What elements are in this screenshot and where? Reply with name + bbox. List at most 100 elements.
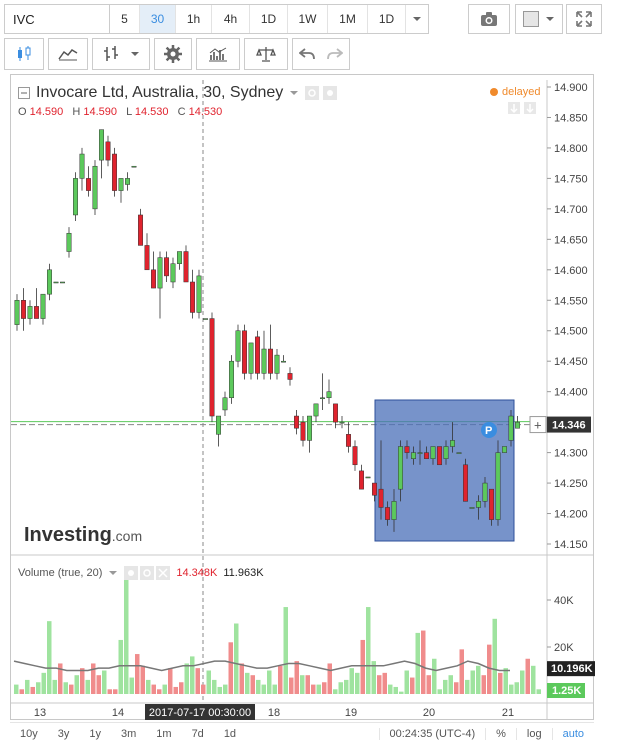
candle-down bbox=[287, 373, 293, 380]
chevron-down-icon[interactable] bbox=[289, 90, 299, 96]
candle-down bbox=[378, 488, 384, 508]
candle-up bbox=[495, 452, 501, 520]
interval-4[interactable]: 1D bbox=[250, 5, 288, 33]
interval-3[interactable]: 4h bbox=[212, 5, 250, 33]
chevron-down-icon[interactable] bbox=[108, 570, 118, 576]
current-price-label: 14.346 bbox=[552, 420, 586, 432]
candles-style-button[interactable] bbox=[4, 38, 44, 70]
bar-style-dropdown[interactable] bbox=[92, 38, 150, 70]
candle-up bbox=[92, 165, 98, 210]
volume-bar-down bbox=[91, 663, 96, 694]
candle-up bbox=[417, 452, 423, 454]
compare-button[interactable] bbox=[244, 38, 288, 70]
chart-toolbar bbox=[4, 38, 350, 70]
candle-up bbox=[508, 415, 514, 441]
volume-bar-up bbox=[509, 684, 514, 694]
indicators-button[interactable] bbox=[196, 38, 240, 70]
candle-up bbox=[125, 178, 130, 185]
volume-bar-down bbox=[377, 675, 382, 694]
redo-icon[interactable] bbox=[327, 48, 343, 60]
candle-up bbox=[27, 306, 33, 319]
range-7d[interactable]: 7d bbox=[191, 727, 204, 740]
volume-current-label: 1.25K bbox=[552, 685, 581, 697]
volume-bar-down bbox=[173, 686, 178, 694]
volume-bar-down bbox=[195, 668, 200, 694]
interval-2[interactable]: 1h bbox=[176, 5, 212, 33]
time-tick-label: 14 bbox=[112, 707, 124, 719]
volume-bar-up bbox=[162, 684, 167, 694]
interval-0[interactable]: 5 bbox=[110, 5, 140, 33]
candle-up bbox=[411, 452, 416, 459]
volume-bar-down bbox=[311, 684, 316, 694]
collapse-icon[interactable] bbox=[18, 87, 30, 99]
candle-up bbox=[79, 153, 85, 179]
volume-ma-value: 11.963K bbox=[223, 567, 264, 579]
interval-7[interactable]: 1D bbox=[368, 5, 406, 33]
candle-up bbox=[443, 446, 449, 459]
candle-up bbox=[66, 232, 72, 252]
volume-bar-up bbox=[514, 682, 519, 694]
price-tick-label: 14.550 bbox=[554, 295, 588, 307]
candle-up bbox=[476, 501, 481, 508]
area-chart-icon bbox=[58, 49, 78, 61]
screenshot-button[interactable] bbox=[468, 4, 510, 34]
candle-up bbox=[216, 415, 221, 435]
legend-controls-icon[interactable] bbox=[305, 86, 339, 100]
volume-bar-down bbox=[487, 644, 492, 694]
time-tick-label: 21 bbox=[502, 707, 514, 719]
interval-selector: 5 30 1h 4h 1D 1W 1M 1D bbox=[110, 4, 429, 34]
candle-up bbox=[482, 482, 488, 502]
volume-bar-up bbox=[415, 632, 420, 694]
logo-brand: Investing bbox=[24, 524, 112, 546]
price-tick-label: 14.750 bbox=[554, 173, 588, 185]
percent-toggle[interactable]: % bbox=[485, 727, 516, 740]
candle-up bbox=[502, 446, 507, 453]
candle-down bbox=[385, 507, 390, 520]
range-1d[interactable]: 1d bbox=[223, 727, 237, 740]
candle-up bbox=[326, 391, 332, 399]
fullscreen-icon bbox=[576, 11, 592, 27]
scroll-arrows-icon[interactable] bbox=[508, 102, 538, 114]
symbol-input[interactable]: IVC bbox=[4, 4, 110, 34]
undo-icon[interactable] bbox=[299, 48, 315, 60]
range-1y[interactable]: 1y bbox=[89, 727, 101, 740]
candle-up bbox=[261, 348, 267, 374]
range-1m[interactable]: 1m bbox=[156, 727, 172, 740]
candle-down bbox=[242, 330, 247, 374]
fullscreen-button[interactable] bbox=[566, 4, 602, 34]
range-10y[interactable]: 10y bbox=[20, 727, 38, 740]
range-3y[interactable]: 3y bbox=[57, 727, 70, 740]
volume-bar-up bbox=[437, 689, 442, 694]
volume-bar-up bbox=[300, 675, 305, 694]
price-tick-label: 14.650 bbox=[554, 234, 588, 246]
volume-bar-down bbox=[294, 661, 299, 694]
log-toggle[interactable]: log bbox=[515, 727, 552, 740]
candle-down bbox=[21, 300, 26, 319]
investing-logo: Investing.com bbox=[24, 524, 142, 547]
volume-bar-up bbox=[349, 668, 354, 694]
range-3m[interactable]: 3m bbox=[121, 727, 137, 740]
price-tick-label: 14.450 bbox=[554, 356, 588, 368]
gear-icon bbox=[164, 45, 182, 63]
interval-1[interactable]: 30 bbox=[140, 5, 176, 33]
price-tick-label: 14.150 bbox=[554, 539, 588, 551]
camera-icon bbox=[481, 12, 497, 26]
auto-toggle[interactable]: auto bbox=[551, 727, 594, 740]
candle-down bbox=[300, 421, 306, 441]
area-style-button[interactable] bbox=[48, 38, 88, 70]
volume-bar-down bbox=[80, 668, 85, 694]
candle-up bbox=[515, 421, 520, 429]
volume-controls-icon[interactable] bbox=[124, 566, 171, 580]
interval-5[interactable]: 1W bbox=[288, 5, 328, 33]
volume-bar-up bbox=[503, 668, 508, 694]
logo-suffix: .com bbox=[111, 528, 143, 544]
volume-bar-up bbox=[366, 607, 371, 694]
candle-down bbox=[268, 348, 273, 374]
interval-dropdown[interactable] bbox=[406, 5, 428, 33]
settings-button[interactable] bbox=[154, 38, 192, 70]
volume-bar-up bbox=[443, 679, 448, 694]
color-picker-button[interactable] bbox=[515, 4, 563, 34]
interval-6[interactable]: 1M bbox=[328, 5, 368, 33]
volume-legend: Volume (true, 20) 14.348K 11.963K bbox=[18, 566, 264, 580]
